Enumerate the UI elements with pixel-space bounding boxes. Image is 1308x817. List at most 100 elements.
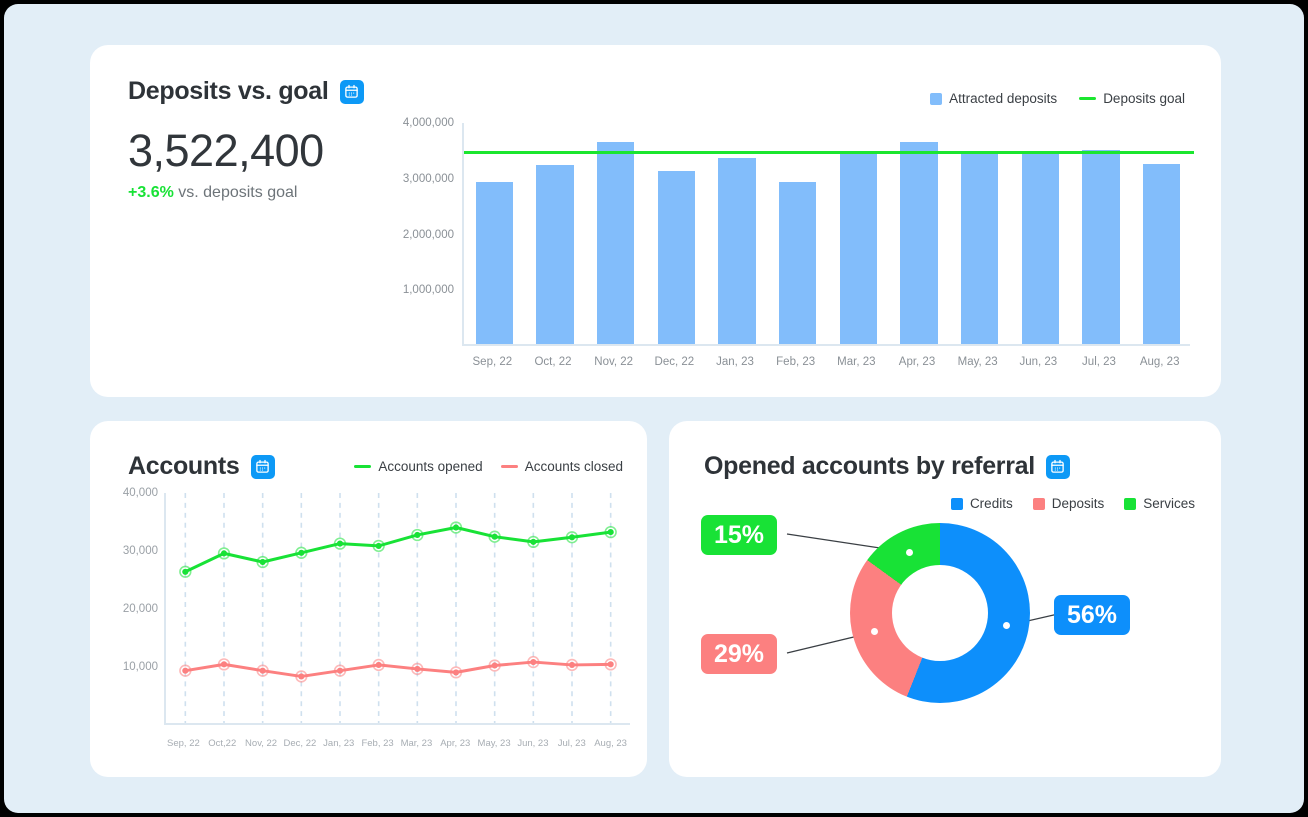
legend-item[interactable]: Services [1124, 496, 1195, 511]
data-point[interactable] [568, 661, 576, 668]
data-point-halo [488, 659, 501, 672]
data-point[interactable] [530, 658, 537, 666]
bar[interactable] [778, 181, 817, 344]
data-point[interactable] [414, 665, 421, 673]
data-point[interactable] [530, 538, 537, 545]
calendar-icon[interactable] [250, 454, 275, 479]
x-axis-tick-label: Nov, 22 [594, 356, 634, 368]
data-point[interactable] [220, 661, 228, 668]
data-point[interactable] [491, 533, 498, 540]
data-point-halo [179, 565, 192, 578]
bar[interactable] [475, 181, 514, 344]
accounts-card: Accounts Accounts opened Accounts closed … [90, 421, 647, 777]
data-point[interactable] [607, 529, 614, 536]
bar-chart-y-axis: 1,000,000 2,000,000 3,000,000 4,000,000 [390, 117, 462, 368]
legend-swatch-line [354, 464, 372, 469]
bar[interactable] [536, 164, 574, 344]
legend-label: Attracted deposits [949, 91, 1058, 106]
legend-item[interactable]: Deposits [1032, 496, 1105, 511]
data-point-halo [256, 555, 269, 569]
page-title: Deposits vs. goal [128, 77, 329, 105]
data-point-halo [333, 537, 347, 550]
bar[interactable] [900, 142, 938, 344]
y-axis-tick-label: 3,000,000 [402, 172, 454, 185]
donut-percent-badge: 15% [701, 515, 778, 555]
legend-swatch-square [950, 497, 963, 510]
x-axis-tick-label: Aug, 23 [1139, 356, 1180, 368]
donut-anchor-dot [871, 628, 879, 636]
y-axis-tick-label: 2,000,000 [402, 228, 454, 241]
legend-item[interactable]: Credits [950, 496, 1013, 511]
donut-ring [850, 523, 1030, 703]
deposits-goal-line [464, 150, 1194, 155]
deposits-delta-caption: vs. deposits goal [178, 184, 298, 202]
data-point[interactable] [336, 540, 344, 547]
bar[interactable] [1021, 152, 1060, 344]
legend-item[interactable]: Attracted deposits [930, 91, 1057, 106]
legend-item[interactable]: Accounts opened [354, 459, 483, 474]
legend-swatch-line [1079, 96, 1097, 101]
x-axis-tick-label: Jun, 23 [1019, 356, 1058, 368]
legend-swatch-square [930, 92, 943, 105]
x-axis-tick-label: Jan, 23 [323, 738, 355, 749]
deposits-card-header: Deposits vs. goal [128, 77, 364, 106]
legend-label: Credits [969, 496, 1013, 511]
bar[interactable] [1082, 150, 1120, 344]
donut-anchor-dot [1003, 622, 1011, 630]
y-axis-tick-label: 40,000 [122, 487, 158, 499]
bar-chart-plot-area [462, 123, 1194, 346]
data-point[interactable] [452, 524, 460, 531]
data-point[interactable] [375, 661, 382, 668]
data-point[interactable] [336, 667, 344, 674]
data-point[interactable] [452, 669, 460, 676]
data-point-halo [565, 531, 579, 544]
data-point[interactable] [182, 568, 189, 575]
data-point[interactable] [298, 673, 305, 680]
data-point[interactable] [259, 558, 266, 566]
data-point[interactable] [607, 661, 614, 668]
data-point-halo [295, 670, 308, 683]
x-axis-tick-label: Mar, 23 [400, 738, 433, 749]
x-axis-tick-label: Dec, 22 [654, 356, 695, 368]
legend-label: Accounts opened [378, 459, 483, 474]
bar[interactable] [718, 158, 756, 344]
deposits-vs-goal-card: Deposits vs. goal 3,522,400 +3.6% [90, 45, 1221, 397]
series-line [183, 526, 613, 574]
bar[interactable] [960, 152, 999, 344]
data-point-halo [449, 521, 463, 534]
referral-card-header: Opened accounts by referral [704, 452, 1070, 481]
referral-title: Opened accounts by referral [704, 452, 1035, 480]
data-point[interactable] [220, 550, 228, 557]
data-point[interactable] [182, 667, 189, 674]
data-point[interactable] [298, 549, 305, 556]
legend-swatch-square [1124, 497, 1137, 510]
data-point-halo [411, 528, 424, 542]
accounts-card-header: Accounts [128, 452, 275, 481]
bar[interactable] [839, 152, 878, 344]
legend-label: Deposits [1051, 496, 1105, 511]
legend-label: Deposits goal [1103, 91, 1185, 106]
calendar-icon[interactable] [339, 79, 364, 104]
data-point-halo [256, 664, 269, 677]
data-point-halo [527, 535, 540, 549]
data-point[interactable] [259, 667, 266, 674]
bar[interactable] [596, 141, 635, 344]
legend-item[interactable]: Accounts closed [500, 459, 623, 474]
deposits-bar-chart: 1,000,000 2,000,000 3,000,000 4,000,000 Sep… [390, 117, 1194, 368]
data-point[interactable] [414, 531, 421, 539]
data-point-halo [217, 547, 231, 560]
data-point[interactable] [491, 662, 498, 669]
bar[interactable] [657, 170, 696, 344]
data-point[interactable] [568, 534, 576, 541]
calendar-icon[interactable] [1045, 454, 1070, 479]
bar[interactable] [1142, 163, 1181, 344]
x-axis-tick-label: Feb, 23 [361, 738, 394, 749]
y-axis-tick-label: 1,000,000 [402, 284, 454, 297]
donut-hole [892, 565, 988, 661]
data-point-halo [411, 662, 424, 676]
series-line [183, 660, 613, 678]
data-point[interactable] [375, 542, 382, 549]
legend-item[interactable]: Deposits goal [1079, 91, 1185, 106]
x-axis-tick-label: May, 23 [477, 738, 511, 749]
y-axis-tick-label: 10,000 [122, 661, 158, 673]
